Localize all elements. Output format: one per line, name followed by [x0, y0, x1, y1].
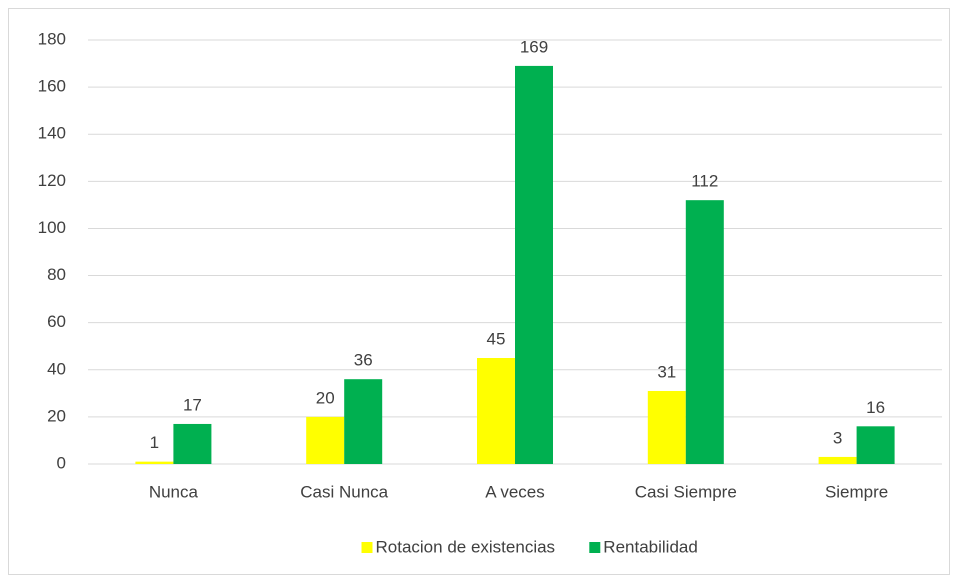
data-label: 20 [316, 388, 335, 407]
bar [135, 461, 174, 464]
bar [344, 379, 383, 464]
y-tick-label: 80 [47, 265, 66, 284]
data-label: 16 [866, 398, 885, 417]
data-label: 112 [691, 172, 718, 191]
y-tick-label: 160 [38, 77, 66, 96]
y-tick-label: 0 [57, 453, 66, 472]
x-tick-label: Siempre [825, 482, 888, 501]
chart-border [8, 8, 950, 575]
x-tick-label: Casi Siempre [635, 482, 737, 501]
x-tick-label: Nunca [149, 482, 199, 501]
bar [818, 456, 857, 464]
y-tick-label: 20 [47, 406, 66, 425]
legend-label: Rotacion de existencias [376, 537, 556, 556]
data-label: 31 [657, 362, 676, 381]
legend-swatch [361, 542, 373, 553]
bar [173, 423, 212, 464]
y-tick-label: 40 [47, 359, 66, 378]
data-label: 17 [183, 395, 202, 414]
data-label: 3 [833, 428, 842, 447]
y-tick-label: 140 [38, 124, 66, 143]
bar [856, 426, 895, 464]
bar [647, 390, 686, 464]
y-tick-label: 100 [38, 218, 66, 237]
bar [685, 200, 724, 464]
data-label: 169 [520, 37, 548, 56]
y-tick-label: 120 [38, 171, 66, 190]
bar [515, 65, 553, 465]
legend-swatch [589, 542, 601, 553]
x-tick-label: Casi Nunca [300, 482, 388, 501]
legend-label: Rentabilidad [603, 537, 698, 556]
x-tick-label: A veces [485, 482, 545, 501]
data-label: 1 [150, 433, 159, 452]
bar [306, 416, 345, 464]
y-tick-label: 60 [47, 312, 66, 331]
y-tick-label: 180 [38, 29, 66, 48]
data-label: 45 [487, 329, 506, 348]
bar [477, 358, 515, 464]
data-label: 36 [354, 351, 373, 370]
